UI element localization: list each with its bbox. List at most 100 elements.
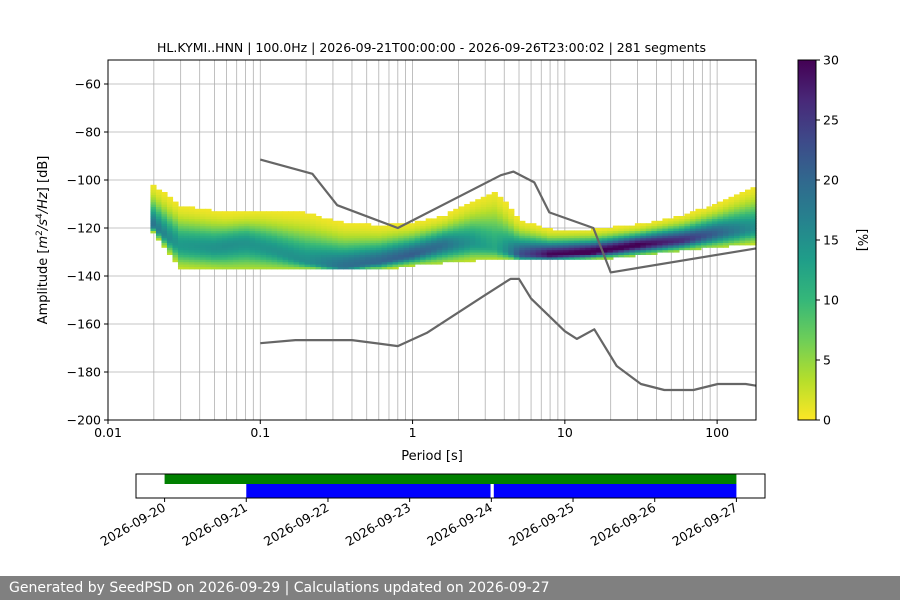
density-cell (282, 254, 289, 258)
density-cell (480, 249, 487, 253)
density-cell (750, 201, 757, 205)
density-cell (260, 254, 267, 258)
density-cell (513, 216, 520, 219)
density-cell (370, 225, 377, 229)
density-cell (458, 244, 465, 248)
density-cell (475, 225, 482, 229)
density-cell (216, 259, 223, 263)
density-cell (431, 259, 438, 263)
density-cell (376, 249, 383, 253)
density-cell (469, 256, 476, 260)
density-cell (541, 249, 548, 253)
density-cell (403, 223, 410, 227)
timeline-tick-label: 2026-09-26 (588, 500, 658, 549)
density-cell (326, 249, 333, 253)
density-cell (491, 230, 498, 234)
density-cell (491, 235, 498, 239)
density-cell (299, 220, 306, 224)
density-cell (183, 259, 190, 263)
density-cell (332, 249, 339, 253)
density-cell (491, 220, 498, 224)
density-cell (640, 240, 647, 243)
density-cell (579, 244, 586, 248)
density-cell (354, 225, 361, 229)
density-cell (651, 242, 658, 246)
density-cell (282, 230, 289, 234)
density-cell (244, 242, 251, 246)
density-cell (238, 232, 245, 236)
density-cell (453, 216, 460, 219)
density-cell (464, 225, 471, 229)
density-cell (398, 240, 405, 243)
density-cell (387, 254, 394, 258)
density-cell (266, 211, 273, 215)
density-cell (177, 264, 185, 267)
density-cell (255, 232, 262, 236)
density-cell (293, 232, 300, 236)
density-cell (486, 228, 493, 231)
density-cell (629, 232, 636, 236)
density-cell (244, 249, 251, 253)
density-cell (431, 254, 438, 258)
density-cell (304, 256, 311, 260)
density-cell (728, 218, 735, 222)
density-cell (750, 220, 757, 224)
density-cell (563, 252, 570, 255)
y-axis-label-part: Amplitude [ (36, 249, 51, 325)
density-cell (183, 228, 190, 231)
density-cell (684, 242, 691, 246)
density-cell (464, 249, 471, 253)
density-cell (387, 242, 394, 246)
density-cell (222, 232, 229, 236)
density-cell (557, 249, 564, 253)
density-cell (612, 252, 619, 255)
density-cell (188, 261, 196, 265)
density-cell (579, 237, 586, 241)
density-cell (508, 208, 515, 212)
density-cell (348, 249, 355, 253)
density-cell (601, 252, 608, 255)
density-cell (486, 199, 493, 203)
density-cell (172, 216, 179, 219)
density-cell (282, 256, 289, 260)
density-cell (546, 232, 553, 236)
density-cell (546, 230, 553, 234)
density-cell (348, 225, 355, 229)
density-cell (403, 242, 410, 246)
density-cell (425, 232, 432, 236)
density-cell (414, 254, 421, 258)
density-cell (744, 242, 752, 246)
density-cell (370, 232, 377, 236)
density-cell (607, 228, 614, 231)
density-cell (216, 220, 223, 224)
density-cell (332, 223, 339, 227)
density-cell (304, 216, 311, 219)
density-cell (359, 240, 366, 243)
density-cell (376, 261, 383, 265)
density-cell (645, 252, 653, 255)
density-cell (739, 223, 746, 227)
density-cell (651, 235, 658, 239)
density-cell (530, 256, 537, 260)
density-cell (321, 244, 328, 248)
density-cell (695, 235, 702, 239)
density-cell (392, 244, 399, 248)
density-cell (733, 196, 741, 200)
density-cell (524, 228, 531, 231)
density-cell (354, 242, 361, 246)
density-cell (326, 232, 333, 236)
density-cell (662, 225, 669, 229)
density-cell (381, 230, 388, 234)
density-cell (673, 220, 680, 224)
density-cell (392, 254, 399, 258)
density-cell (244, 252, 251, 255)
density-cell (271, 254, 278, 258)
colorbar-tick-label: 30 (823, 53, 839, 68)
density-cell (469, 254, 476, 258)
density-cell (199, 218, 207, 222)
density-cell (739, 216, 746, 219)
density-cell (491, 228, 498, 231)
density-cell (188, 208, 196, 212)
density-cell (244, 223, 251, 227)
density-cell (166, 223, 174, 227)
